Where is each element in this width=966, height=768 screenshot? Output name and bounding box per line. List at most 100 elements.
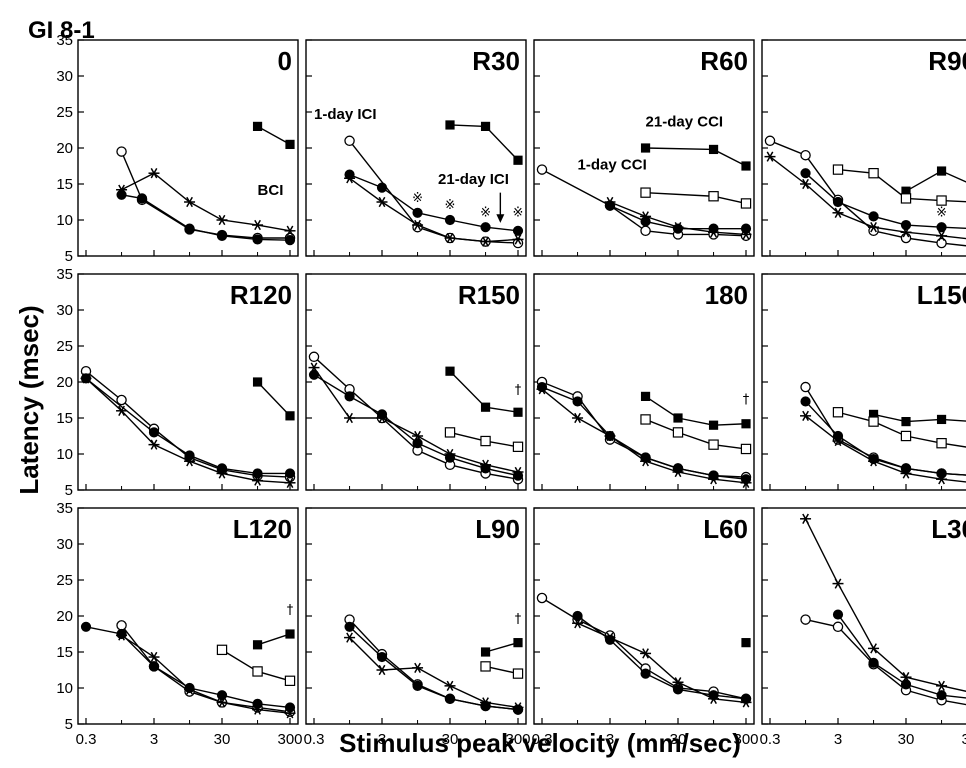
data-point-open-square [708, 439, 719, 450]
annotation-21-day-cci: 21-day CCI [646, 113, 724, 130]
data-point-open-square [868, 416, 879, 427]
data-point-filled-circle [572, 610, 583, 622]
data-point-filled-circle [800, 168, 811, 179]
data-point-open-square [252, 666, 263, 677]
x-tick-label: 30 [442, 731, 459, 748]
data-point-filled-square [640, 391, 651, 401]
data-point-asterisk [672, 677, 684, 688]
data-point-asterisk [116, 405, 128, 416]
y-tick-label: 25 [56, 104, 73, 121]
y-tick-label: 20 [56, 140, 73, 157]
data-point-filled-circle [252, 468, 263, 479]
series-line [349, 619, 519, 711]
data-point-asterisk [868, 222, 880, 233]
panel-l90: 0.3 3 30 300 L90 † [304, 507, 531, 748]
data-point-open-square [708, 191, 719, 202]
data-point-open-square [444, 427, 456, 438]
data-point-filled-circle [572, 396, 583, 407]
x-tick-label: 0.3 [760, 731, 781, 748]
y-tick-label: 25 [56, 338, 73, 355]
series-open-square [832, 407, 966, 449]
data-point-open-circle [900, 232, 912, 244]
data-point-asterisk [640, 211, 652, 222]
data-point-asterisk [832, 435, 844, 447]
data-point-filled-circle [376, 182, 388, 193]
y-tick-label: 35 [56, 32, 73, 49]
series-line [349, 173, 519, 232]
data-point-asterisk [900, 672, 912, 683]
data-point-asterisk [184, 196, 196, 208]
data-point-asterisk [184, 684, 196, 695]
data-point-open-circle [116, 394, 127, 406]
data-point-filled-square [252, 377, 263, 387]
data-point-asterisk [800, 178, 812, 190]
x-tick-label: 300 [505, 731, 530, 748]
data-point-asterisk [572, 618, 584, 629]
series-open-square [640, 187, 752, 209]
data-point-filled-square [741, 161, 751, 171]
data-point-filled-square [741, 419, 751, 429]
data-point-filled-circle [148, 427, 160, 438]
panel-title: 180 [705, 280, 748, 310]
data-point-asterisk [604, 196, 616, 208]
panel-title: R30 [472, 46, 520, 76]
x-tick-label: 30 [670, 731, 687, 748]
data-point-asterisk [604, 430, 616, 442]
y-tick-label: 15 [56, 644, 73, 661]
series-line [905, 170, 966, 192]
x-tick-label: 300 [733, 731, 758, 748]
series-line [121, 172, 291, 232]
series-filled-square [741, 638, 751, 648]
data-point-asterisk [672, 222, 684, 233]
x-tick-label: 30 [898, 731, 915, 748]
data-point-filled-square [868, 409, 879, 419]
data-point-asterisk [216, 468, 228, 479]
data-point-asterisk [572, 412, 584, 424]
data-point-open-square [740, 198, 752, 209]
series-open-square [216, 644, 296, 687]
data-point-asterisk [868, 456, 880, 467]
data-point-asterisk [412, 662, 424, 673]
series-line [121, 194, 291, 241]
series-line [85, 377, 291, 484]
data-point-filled-circle [900, 679, 912, 690]
data-point-open-square [936, 438, 947, 449]
data-point-filled-circle [344, 391, 355, 402]
data-point-filled-square [936, 414, 947, 425]
data-point-asterisk [116, 630, 128, 641]
data-point-filled-circle [252, 234, 263, 245]
series-line [645, 191, 747, 205]
series-filled-square [480, 638, 523, 657]
panel-r60: R60 21-day CCI 1-day CCI [533, 39, 755, 257]
data-point-filled-square [513, 407, 523, 417]
series-line [485, 665, 519, 675]
data-point-asterisk [708, 693, 720, 704]
data-point-filled-circle [412, 438, 423, 449]
data-point-asterisk [444, 680, 456, 691]
series-line [313, 367, 519, 473]
series-line [645, 147, 747, 167]
panel-r150: R150 † [305, 273, 527, 491]
data-point-asterisk [284, 225, 296, 236]
series-line [805, 400, 966, 476]
data-point-open-square [672, 427, 684, 438]
data-point-asterisk [708, 474, 720, 485]
significance-mark: ※ [480, 205, 491, 220]
data-point-asterisk [308, 362, 320, 373]
data-point-filled-square [480, 647, 491, 657]
panel-title: 0 [278, 46, 292, 76]
data-point-asterisk [116, 184, 128, 195]
series-asterisk [116, 630, 296, 719]
data-point-filled-circle [344, 621, 355, 632]
data-point-asterisk [900, 468, 912, 479]
data-point-asterisk [444, 448, 456, 460]
data-point-asterisk [284, 477, 296, 488]
data-point-filled-circle [640, 216, 651, 227]
data-point-asterisk [252, 219, 264, 231]
series-filled-square [252, 629, 295, 650]
series-asterisk [80, 373, 296, 488]
series-asterisk [344, 632, 524, 713]
data-point-asterisk [376, 664, 388, 676]
series-filled-circle [572, 610, 752, 704]
